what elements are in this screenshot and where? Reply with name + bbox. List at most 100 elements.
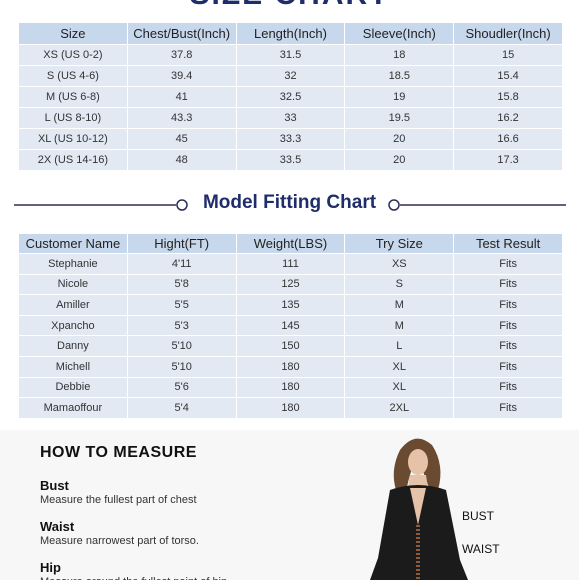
cell: 17.3	[453, 149, 563, 171]
cell: Danny	[18, 335, 128, 357]
cell: 18	[344, 44, 455, 66]
cell: 135	[235, 294, 346, 316]
cell: Debbie	[18, 376, 128, 399]
header-cell: Shoudler(Inch)	[453, 22, 563, 45]
cell: XL	[344, 376, 455, 399]
model-photo	[370, 438, 468, 580]
cell: 48	[126, 149, 237, 171]
cell: XS	[344, 253, 455, 275]
cell: 5'3	[126, 314, 237, 337]
model-chart-title: Model Fitting Chart	[202, 192, 377, 213]
row: Amiller 5'5 135 M Fits	[18, 294, 563, 316]
row: Michell 5'10 180 XL Fits	[18, 355, 563, 378]
cell: M (US 6-8)	[18, 86, 128, 108]
header-cell: Size	[18, 22, 128, 45]
cell: 16.2	[453, 107, 563, 129]
cell: 19.5	[344, 107, 455, 129]
cell: 32	[235, 65, 346, 87]
cell: 32.5	[235, 86, 346, 108]
measure-desc: Measure narrowest part of torso.	[40, 535, 199, 547]
cell: 145	[235, 314, 346, 337]
cell: 111	[235, 253, 346, 275]
cell: 150	[235, 335, 346, 357]
cell: 15	[453, 44, 563, 66]
header-row: Customer Name Hight(FT) Weight(LBS) Try Siz…	[18, 233, 563, 254]
header-cell: Customer Name	[18, 233, 128, 254]
cell: Michell	[18, 355, 128, 378]
cell: 15.8	[453, 86, 563, 108]
row: Debbie 5'6 180 XL Fits	[18, 376, 563, 399]
cell: 39.4	[126, 65, 237, 87]
row: Mamaoffour 5'4 180 2XL Fits	[18, 397, 563, 419]
cell: 180	[235, 376, 346, 399]
cell: XL	[344, 355, 455, 378]
cell: 5'8	[126, 273, 237, 296]
cell: 5'6	[126, 376, 237, 399]
cell: 37.8	[126, 44, 237, 66]
waist-label: WAIST	[462, 542, 500, 556]
header-cell: Hight(FT)	[126, 233, 237, 254]
cell: XS (US 0-2)	[18, 44, 128, 66]
cell: 19	[344, 86, 455, 108]
divider	[14, 199, 566, 211]
cell: M	[344, 294, 455, 316]
header-cell: Weight(LBS)	[235, 233, 346, 254]
measure-desc: Measure the fullest part of chest	[40, 494, 197, 506]
cell: Fits	[453, 397, 563, 419]
cell: 5'10	[126, 335, 237, 357]
row: L (US 8-10) 43.3 33 19.5 16.2	[18, 107, 563, 129]
cell: 20	[344, 128, 455, 150]
cell: 5'4	[126, 397, 237, 419]
cell: 33.3	[235, 128, 346, 150]
bust-label: BUST	[462, 509, 495, 523]
row: Храncho 5'3 145 M Fits	[18, 314, 563, 337]
cell: Fits	[453, 376, 563, 399]
cell: Fits	[453, 335, 563, 357]
cell: L (US 8-10)	[18, 107, 128, 129]
cell: 125	[235, 273, 346, 296]
cell: 18.5	[344, 65, 455, 87]
cell: 15.4	[453, 65, 563, 87]
cell: 41	[126, 86, 237, 108]
cell: Fits	[453, 355, 563, 378]
row: Stephanie 4'11 111 XS Fits	[18, 253, 563, 275]
measure-section: HOW TO MEASURE BUST WAIST Bust Measure th…	[0, 430, 579, 580]
header-cell: Length(Inch)	[235, 22, 346, 45]
cell: Fits	[453, 294, 563, 316]
size-chart-title: SIZE CHART	[0, 0, 579, 12]
model-table: Customer Name Hight(FT) Weight(LBS) Try Siz…	[18, 233, 563, 419]
cell: Nicole	[18, 273, 128, 296]
row: Danny 5'10 150 L Fits	[18, 335, 563, 357]
cell: 31.5	[235, 44, 346, 66]
cell: 33	[235, 107, 346, 129]
cell: S	[344, 273, 455, 296]
cell: Stephanie	[18, 253, 128, 275]
cell: 5'5	[126, 294, 237, 316]
row: Nicole 5'8 125 S Fits	[18, 273, 563, 296]
measure-name: Waist	[40, 519, 75, 534]
header-cell: Sleeve(Inch)	[344, 22, 455, 45]
cell: Mamaoffour	[18, 397, 128, 419]
cell: L	[344, 335, 455, 357]
cell: XL (US 10-12)	[18, 128, 128, 150]
size-table: Size Chest/Bust(Inch) Length(Inch) Sleeve(I…	[18, 22, 563, 171]
cell: Amiller	[18, 294, 128, 316]
header-cell: Chest/Bust(Inch)	[126, 22, 237, 45]
measure-title: HOW TO MEASURE	[40, 444, 197, 461]
cell: 45	[126, 128, 237, 150]
cell: 180	[235, 355, 346, 378]
cell: Храncho	[18, 314, 128, 337]
measure-desc: Measure around the fullest point of hip	[40, 576, 227, 580]
measure-name: Hip	[40, 560, 61, 575]
cell: 2X (US 14-16)	[18, 149, 128, 171]
cell: 43.3	[126, 107, 237, 129]
cell: S (US 4-6)	[18, 65, 128, 87]
header-cell: Try Size	[344, 233, 455, 254]
cell: Fits	[453, 273, 563, 296]
cell: Fits	[453, 314, 563, 337]
row: M (US 6-8) 41 32.5 19 15.8	[18, 86, 563, 108]
row: XL (US 10-12) 45 33.3 20 16.6	[18, 128, 563, 150]
row: S (US 4-6) 39.4 32 18.5 15.4	[18, 65, 563, 87]
row: 2X (US 14-16) 48 33.5 20 17.3	[18, 149, 563, 171]
